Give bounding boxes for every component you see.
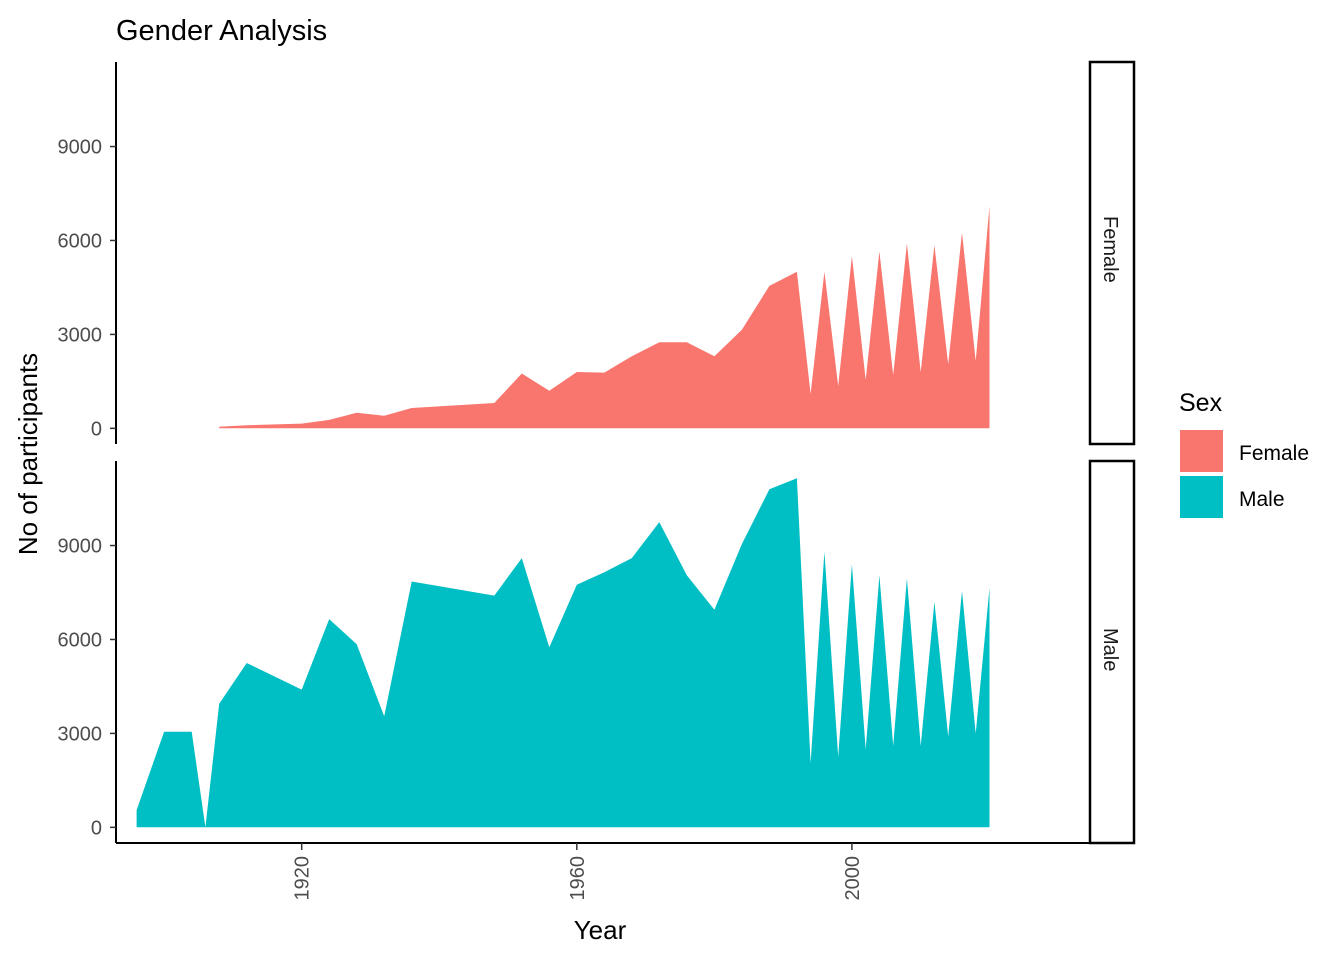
area-female <box>219 206 990 429</box>
x-tick-label: 1960 <box>567 856 589 901</box>
y-tick-label-female: 3000 <box>58 324 103 346</box>
facet-strip-male <box>1088 459 1136 845</box>
x-tick-label: 2000 <box>842 856 864 901</box>
y-tick-label-male: 6000 <box>58 629 103 651</box>
panel-female: 0 3000 6000 9000 Female <box>58 60 1136 446</box>
x-axis: 1920 1960 2000 <box>116 842 1090 901</box>
y-tick-label-female: 0 <box>91 418 102 440</box>
facet-strip-label-female: Female <box>1099 216 1121 283</box>
y-tick-label-female: 9000 <box>58 137 103 159</box>
legend: Sex Female Male <box>1179 389 1309 518</box>
panel-male: 0 3000 6000 9000 Male <box>58 459 1136 845</box>
area-male <box>136 478 990 828</box>
legend-key-female <box>1180 430 1223 472</box>
y-tick-label-male: 3000 <box>58 723 103 745</box>
y-axis-title: No of participants <box>13 353 43 555</box>
x-axis-title: Year <box>574 915 627 945</box>
legend-label-male: Male <box>1239 488 1285 511</box>
facet-strip-female <box>1088 60 1136 446</box>
chart-title: Gender Analysis <box>116 15 327 47</box>
facet-strip-label-male: Male <box>1099 628 1121 671</box>
legend-title: Sex <box>1179 389 1223 417</box>
y-tick-label-male: 9000 <box>58 536 103 558</box>
x-tick-label: 1920 <box>292 856 314 901</box>
y-tick-label-male: 0 <box>91 817 102 839</box>
legend-key-male <box>1180 476 1223 518</box>
legend-label-female: Female <box>1239 442 1309 465</box>
y-tick-label-female: 6000 <box>58 230 103 252</box>
